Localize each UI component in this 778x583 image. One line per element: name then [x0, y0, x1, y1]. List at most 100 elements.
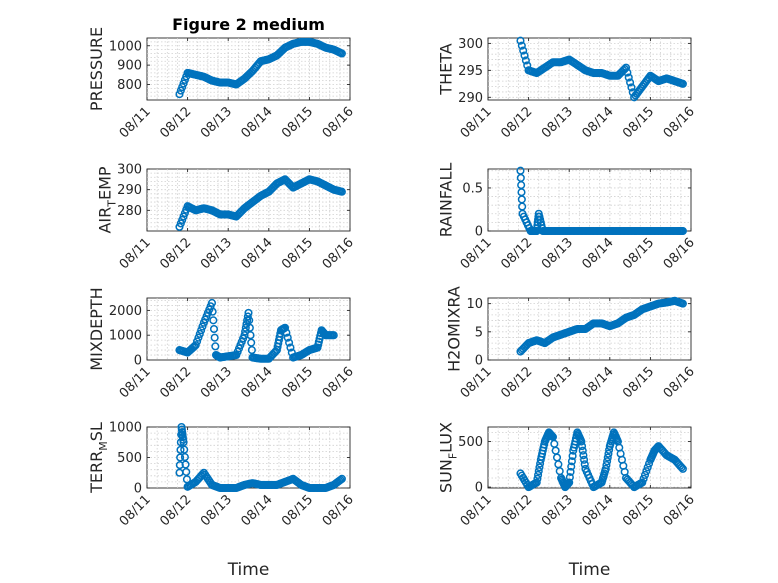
- data-point: [247, 346, 256, 355]
- y-tick-label: 1000: [109, 39, 142, 54]
- x-tick-label: 08/11: [117, 364, 154, 401]
- x-tick-label: 08/14: [239, 235, 276, 272]
- x-tick-label: 08/13: [198, 492, 235, 529]
- y-tick-label: 5: [475, 325, 483, 340]
- subplot-1: 08/11 08/12 08/13 08/14 08/15 08/16 800 900 1000…: [87, 15, 357, 141]
- y-tick-label: 295: [458, 64, 483, 79]
- data-point: [245, 323, 254, 332]
- x-tick-label: 08/13: [198, 364, 235, 401]
- data-point: [565, 478, 574, 487]
- y-axis-label: AIRTEMP: [95, 166, 118, 233]
- data-point: [197, 326, 206, 335]
- data-point: [179, 79, 188, 88]
- x-tick-label: 08/16: [661, 235, 698, 272]
- subplot-3: 08/11 08/12 08/13 08/14 08/15 08/16280290300A…: [95, 163, 356, 273]
- data-point: [337, 187, 346, 196]
- x-tick-label: 08/16: [320, 104, 357, 141]
- data-point: [207, 298, 217, 308]
- subplot-5: 08/11 08/12 08/13 08/14 08/15 08/16 0 1000 2000M…: [87, 287, 357, 401]
- x-tick-label: 08/14: [580, 364, 617, 401]
- data-point: [578, 446, 587, 455]
- y-axis-label: H2OMIXRA: [445, 286, 464, 372]
- y-axis-label: PRESSURE: [87, 27, 106, 111]
- y-tick-label: 290: [458, 91, 483, 106]
- subplot-7: 08/11 08/12 08/13 08/14 08/15 08/16 0 500 1000TE…: [87, 421, 357, 581]
- x-tick-label: 08/16: [320, 364, 357, 401]
- data-point: [247, 338, 256, 347]
- x-tick-label: 08/12: [498, 364, 535, 401]
- x-tick-label: 08/14: [239, 492, 276, 529]
- y-axis-label: MIXDEPTH: [87, 287, 106, 370]
- data-point: [565, 473, 574, 482]
- y-tick-label: 800: [117, 78, 142, 93]
- data-point: [580, 455, 589, 464]
- y-tick-label: 290: [117, 183, 142, 198]
- data-point: [243, 312, 252, 321]
- data-point: [678, 299, 687, 308]
- y-tick-label: 1000: [109, 329, 142, 344]
- data-point: [198, 322, 207, 331]
- x-tick-label: 08/15: [620, 235, 657, 272]
- data-point: [521, 56, 530, 65]
- y-tick-label: 900: [117, 59, 142, 74]
- data-point: [602, 461, 611, 470]
- data-point: [678, 226, 687, 236]
- x-tick-label: 08/16: [661, 364, 698, 401]
- data-point: [601, 464, 610, 473]
- subplot-6: 08/11 08/12 08/13 08/14 08/15 08/160510H2OMIX…: [445, 286, 698, 401]
- x-tick-label: 08/16: [661, 104, 698, 141]
- data-point: [532, 478, 541, 487]
- data-point: [191, 341, 200, 350]
- data-point: [626, 78, 635, 87]
- data-point: [603, 457, 612, 466]
- y-tick-label: 280: [117, 204, 142, 219]
- data-point: [639, 474, 648, 483]
- y-tick-label: 300: [458, 37, 483, 52]
- data-point: [176, 445, 185, 454]
- data-point: [244, 308, 253, 317]
- x-tick-label: 08/11: [458, 492, 495, 529]
- data-point: [533, 474, 542, 483]
- data-point: [642, 467, 651, 476]
- x-tick-label: 08/14: [239, 364, 276, 401]
- data-point: [271, 347, 280, 356]
- y-tick-label: 0: [134, 354, 142, 369]
- x-tick-label: 08/11: [117, 492, 154, 529]
- data-point: [516, 36, 525, 45]
- y-tick-label: 300: [117, 163, 142, 178]
- x-tick-label: 08/15: [620, 492, 657, 529]
- x-tick-label: 08/11: [117, 235, 154, 272]
- x-tick-label: 08/14: [580, 104, 617, 141]
- data-point: [627, 83, 636, 92]
- data-point: [180, 453, 189, 462]
- data-point: [179, 438, 188, 447]
- x-axis-label: Time: [568, 560, 611, 580]
- chart-title: Figure 2 medium: [172, 15, 325, 34]
- data-point: [178, 83, 187, 92]
- y-tick-label: 0: [475, 354, 483, 369]
- data-point: [624, 73, 633, 82]
- data-point: [195, 329, 204, 339]
- y-tick-label: 0: [134, 482, 142, 497]
- data-point: [566, 467, 575, 476]
- data-point: [519, 46, 528, 55]
- data-point: [175, 90, 184, 99]
- y-tick-label: 1000: [109, 421, 142, 436]
- y-tick-label: 500: [458, 435, 483, 450]
- y-axis-label-part: SUN: [436, 459, 455, 493]
- data-point: [567, 457, 576, 466]
- data-point: [578, 442, 587, 451]
- data-point: [329, 331, 338, 340]
- x-axis-label: Time: [227, 560, 270, 580]
- data-point: [176, 453, 185, 462]
- data-point: [245, 316, 254, 325]
- y-tick-label: 10: [466, 297, 483, 312]
- x-tick-label: 08/15: [279, 364, 316, 401]
- data-point: [567, 462, 576, 471]
- data-point: [336, 475, 345, 484]
- data-point: [643, 463, 652, 472]
- subplot-8: 08/11 08/12 08/13 08/14 08/15 08/16 0 500SUNFLU…: [436, 422, 697, 580]
- data-point: [181, 460, 190, 469]
- x-tick-label: 08/15: [279, 235, 316, 272]
- data-point: [286, 343, 295, 352]
